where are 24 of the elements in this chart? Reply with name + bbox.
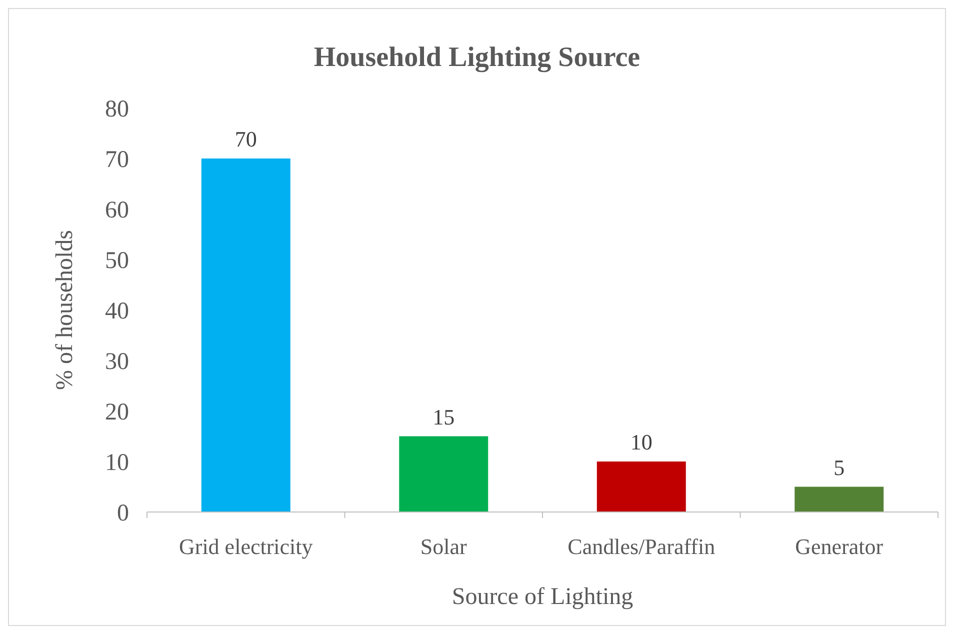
y-tick-label: 60 xyxy=(105,197,129,224)
y-tick-label: 80 xyxy=(105,96,129,122)
y-tick-label: 70 xyxy=(105,146,129,173)
x-axis-title: Source of Lighting xyxy=(452,584,634,610)
y-tick-label: 10 xyxy=(105,450,129,476)
y-tick-label: 30 xyxy=(105,348,129,375)
data-label: 5 xyxy=(834,454,845,480)
y-tick-label: 40 xyxy=(105,298,129,324)
y-tick-label: 20 xyxy=(105,399,129,426)
data-label: 15 xyxy=(432,404,455,430)
x-tick-label: Candles/Paraffin xyxy=(568,534,716,559)
x-tick-label: Generator xyxy=(795,534,884,559)
bar xyxy=(596,462,686,512)
chart-title: Household Lighting Source xyxy=(314,42,640,73)
data-label: 70 xyxy=(234,126,257,152)
y-tick-label: 50 xyxy=(105,248,129,274)
bar xyxy=(794,486,884,512)
y-tick-label: 0 xyxy=(117,500,129,526)
bar xyxy=(399,436,488,512)
data-label: 10 xyxy=(630,430,652,454)
x-tick-label: Solar xyxy=(420,534,468,559)
x-tick-label: Grid electricity xyxy=(178,534,313,559)
bar xyxy=(201,158,290,512)
y-axis-title: % of households xyxy=(52,230,78,390)
